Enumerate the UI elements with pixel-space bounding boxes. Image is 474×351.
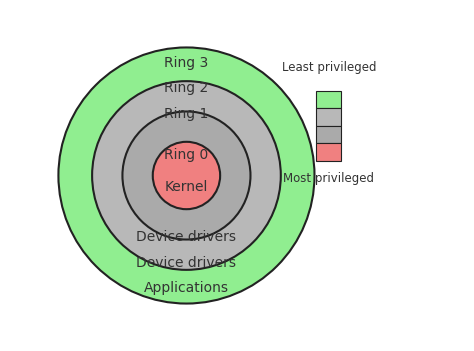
- Text: Most privileged: Most privileged: [283, 172, 374, 185]
- Bar: [316, 108, 341, 126]
- Text: Ring 0: Ring 0: [164, 148, 209, 162]
- Bar: [316, 91, 341, 108]
- Text: Applications: Applications: [144, 281, 229, 295]
- Circle shape: [153, 142, 220, 209]
- Circle shape: [122, 112, 250, 239]
- Text: Device drivers: Device drivers: [137, 230, 237, 244]
- Text: Ring 3: Ring 3: [164, 56, 209, 70]
- Circle shape: [92, 81, 281, 270]
- Text: Device drivers: Device drivers: [137, 256, 237, 270]
- Text: Kernel: Kernel: [165, 180, 208, 194]
- Text: Ring 2: Ring 2: [164, 81, 209, 95]
- Text: Least privileged: Least privileged: [282, 61, 376, 74]
- Bar: [316, 126, 341, 143]
- Circle shape: [58, 47, 315, 304]
- Text: Ring 1: Ring 1: [164, 107, 209, 121]
- Bar: [316, 143, 341, 161]
